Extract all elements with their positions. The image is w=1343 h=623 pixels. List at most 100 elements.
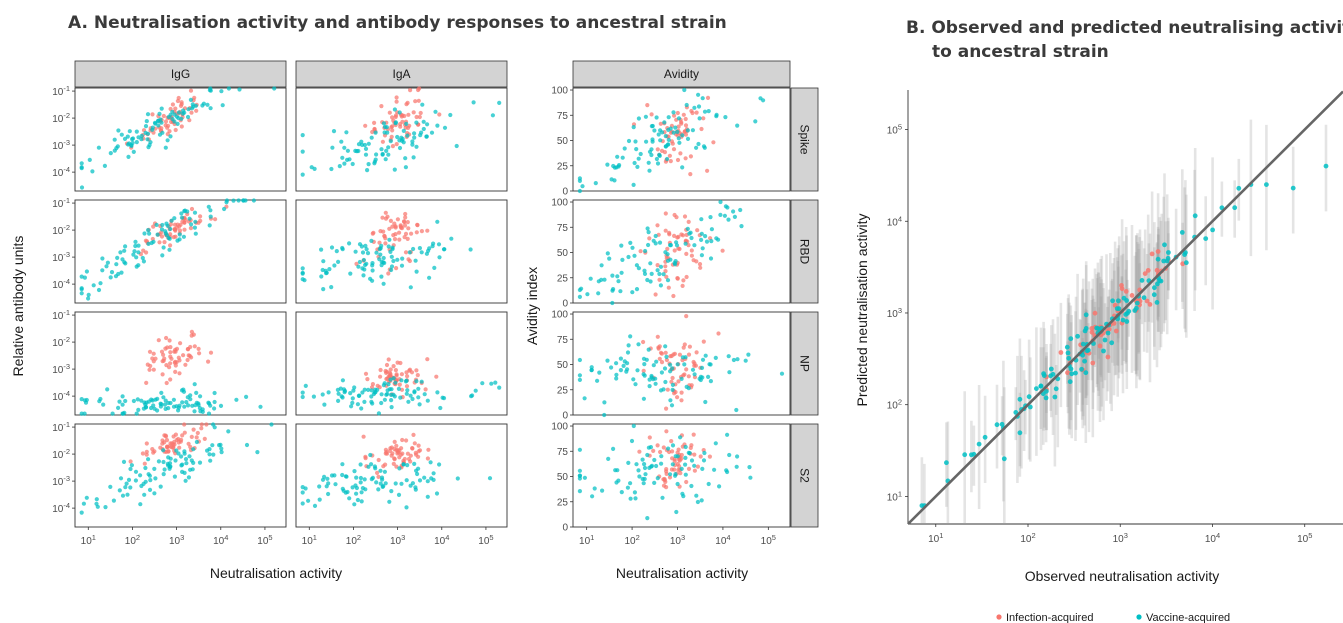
data-point bbox=[668, 159, 673, 164]
facet-s2-avidity bbox=[572, 423, 791, 528]
data-point bbox=[196, 220, 201, 225]
data-point bbox=[664, 357, 670, 363]
data-point bbox=[659, 351, 665, 356]
data-point bbox=[682, 362, 687, 367]
data-point bbox=[150, 112, 155, 117]
data-point bbox=[406, 456, 412, 462]
data-point bbox=[160, 253, 165, 258]
data-point bbox=[79, 185, 85, 190]
data-point bbox=[714, 114, 719, 119]
y-tick-label: 75 bbox=[557, 335, 569, 346]
data-point bbox=[388, 218, 393, 223]
data-point bbox=[86, 292, 91, 297]
data-point bbox=[192, 344, 197, 349]
data-point bbox=[206, 204, 211, 209]
data-point bbox=[1017, 430, 1023, 436]
data-point bbox=[361, 273, 366, 278]
data-point bbox=[646, 242, 651, 248]
data-point bbox=[149, 405, 154, 411]
legend-infection-label: Infection-acquired bbox=[1006, 612, 1093, 623]
data-point bbox=[637, 449, 642, 454]
data-point bbox=[1152, 285, 1157, 291]
data-point bbox=[392, 456, 397, 461]
data-point bbox=[675, 362, 680, 367]
data-point bbox=[626, 343, 631, 348]
data-point bbox=[615, 274, 620, 279]
data-point bbox=[419, 130, 424, 135]
data-point bbox=[160, 372, 165, 377]
data-point bbox=[131, 252, 136, 257]
data-point bbox=[363, 146, 369, 151]
data-point bbox=[403, 165, 408, 170]
data-point bbox=[389, 254, 394, 259]
data-point bbox=[473, 388, 478, 393]
data-point bbox=[779, 371, 785, 376]
data-point bbox=[655, 268, 660, 273]
data-point bbox=[122, 136, 128, 141]
data-point bbox=[168, 232, 173, 237]
y-tick-label: 100 bbox=[551, 310, 568, 321]
data-point bbox=[394, 95, 399, 100]
identity-line bbox=[907, 90, 1343, 525]
data-point bbox=[1110, 298, 1115, 304]
data-point bbox=[673, 454, 678, 459]
data-point bbox=[657, 277, 662, 282]
data-point bbox=[392, 107, 397, 112]
data-point bbox=[408, 285, 413, 290]
data-point bbox=[664, 274, 669, 279]
data-point bbox=[84, 269, 89, 274]
data-point bbox=[382, 469, 387, 474]
data-point bbox=[607, 256, 612, 261]
data-point bbox=[644, 357, 649, 362]
data-point bbox=[577, 447, 583, 452]
data-point bbox=[411, 110, 416, 115]
data-point bbox=[382, 124, 388, 129]
data-point bbox=[694, 350, 699, 355]
data-point bbox=[319, 247, 324, 252]
panel-a-xlabel-left: Neutralisation activity bbox=[210, 565, 342, 581]
data-point bbox=[1192, 213, 1198, 219]
data-point bbox=[140, 255, 145, 261]
data-point bbox=[406, 226, 411, 231]
data-point bbox=[654, 359, 659, 364]
data-point bbox=[706, 374, 711, 379]
data-point bbox=[187, 454, 192, 459]
data-point bbox=[663, 250, 668, 255]
data-point bbox=[220, 103, 225, 108]
data-point bbox=[156, 123, 161, 128]
data-point bbox=[391, 392, 396, 397]
data-point bbox=[379, 392, 384, 397]
data-point bbox=[394, 373, 399, 378]
data-point bbox=[671, 147, 677, 152]
data-point bbox=[664, 467, 669, 472]
data-point bbox=[1017, 396, 1023, 402]
y-tick-label: 10-2 bbox=[52, 111, 70, 125]
data-point bbox=[734, 407, 739, 413]
data-point bbox=[654, 463, 659, 469]
data-point bbox=[174, 437, 179, 443]
data-point bbox=[213, 217, 218, 222]
data-point bbox=[382, 260, 387, 266]
data-point bbox=[672, 248, 677, 253]
data-point bbox=[182, 430, 187, 435]
data-point bbox=[101, 402, 106, 407]
data-point bbox=[369, 388, 374, 393]
data-point bbox=[674, 215, 679, 220]
data-point bbox=[136, 263, 141, 268]
data-point bbox=[142, 400, 147, 405]
data-point bbox=[731, 357, 737, 363]
data-point bbox=[619, 243, 624, 248]
data-point bbox=[655, 147, 660, 152]
data-point bbox=[405, 100, 410, 105]
data-point bbox=[662, 366, 668, 371]
data-point bbox=[616, 164, 621, 169]
data-point bbox=[390, 245, 395, 250]
data-point bbox=[179, 388, 185, 393]
data-point bbox=[125, 492, 130, 497]
data-point bbox=[480, 381, 485, 386]
y-tick-label: 10-1 bbox=[52, 420, 70, 434]
data-point bbox=[689, 248, 694, 253]
data-point bbox=[401, 128, 406, 133]
data-point bbox=[620, 257, 625, 262]
data-point bbox=[91, 283, 96, 288]
